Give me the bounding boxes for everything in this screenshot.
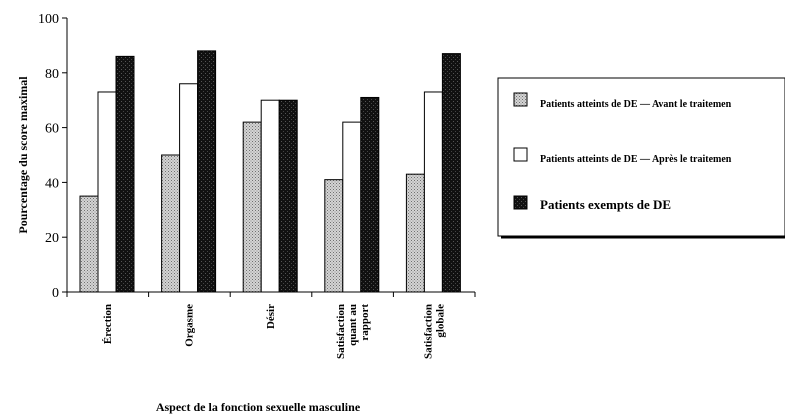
category-label: Désir [265, 304, 277, 329]
bar-series-2-cat-3 [260, 99, 280, 293]
y-tick-label: 40 [45, 176, 59, 191]
bar-series-3-cat-1 [115, 55, 135, 293]
y-tick-label: 20 [45, 231, 59, 246]
bar-series-3-cat-3 [278, 99, 298, 293]
y-tick-label: 100 [38, 12, 59, 27]
bar-series-3-cat-2 [197, 50, 217, 293]
category-label: Érection [102, 304, 114, 344]
category-label: Satisfaction [335, 304, 347, 359]
x-axis [66, 291, 476, 297]
bar-series-1-cat-3 [242, 121, 262, 293]
category-label: quant au [347, 304, 359, 346]
bar-series-2-cat-1 [97, 91, 117, 293]
y-tick-label: 0 [52, 286, 59, 301]
category-label: rapport [359, 304, 371, 341]
category-label: Satisfaction [422, 304, 434, 359]
legend: Patients atteints de DE — Avant le trait… [497, 77, 785, 239]
legend-box [497, 77, 785, 237]
x-axis-label: Aspect de la fonction sexuelle masculine [156, 400, 361, 414]
legend-swatch-2 [513, 147, 528, 162]
y-axis-label: Pourcentage du score maximal [16, 76, 30, 234]
bar-series-2-cat-5 [423, 91, 443, 293]
y-tick-label: 80 [45, 67, 59, 82]
bar-series-2-cat-2 [179, 83, 199, 293]
bar-series-1-cat-4 [324, 179, 344, 293]
y-axis: 0 20 40 60 80 100 [38, 12, 68, 301]
legend-swatch-3 [513, 195, 528, 210]
category-label: Orgasme [184, 304, 196, 347]
y-tick-label: 60 [45, 122, 59, 137]
bar-series-1-cat-1 [79, 195, 99, 293]
legend-swatch-1 [513, 92, 528, 107]
legend-label-1: Patients atteints de DE — Avant le trait… [540, 99, 732, 110]
category-label: globale [434, 304, 446, 338]
category-labels: Érection Orgasme Désir Satisfaction quant au… [102, 304, 446, 359]
bar-series-1-cat-5 [405, 173, 425, 293]
bars [79, 50, 461, 293]
bar-series-2-cat-4 [342, 121, 362, 293]
legend-label-2: Patients atteints de DE — Après le trait… [540, 154, 732, 165]
legend-label-3: Patients exempts de DE [540, 197, 671, 212]
bar-series-3-cat-5 [441, 53, 461, 293]
bar-series-1-cat-2 [161, 154, 181, 293]
bar-series-3-cat-4 [360, 96, 380, 293]
